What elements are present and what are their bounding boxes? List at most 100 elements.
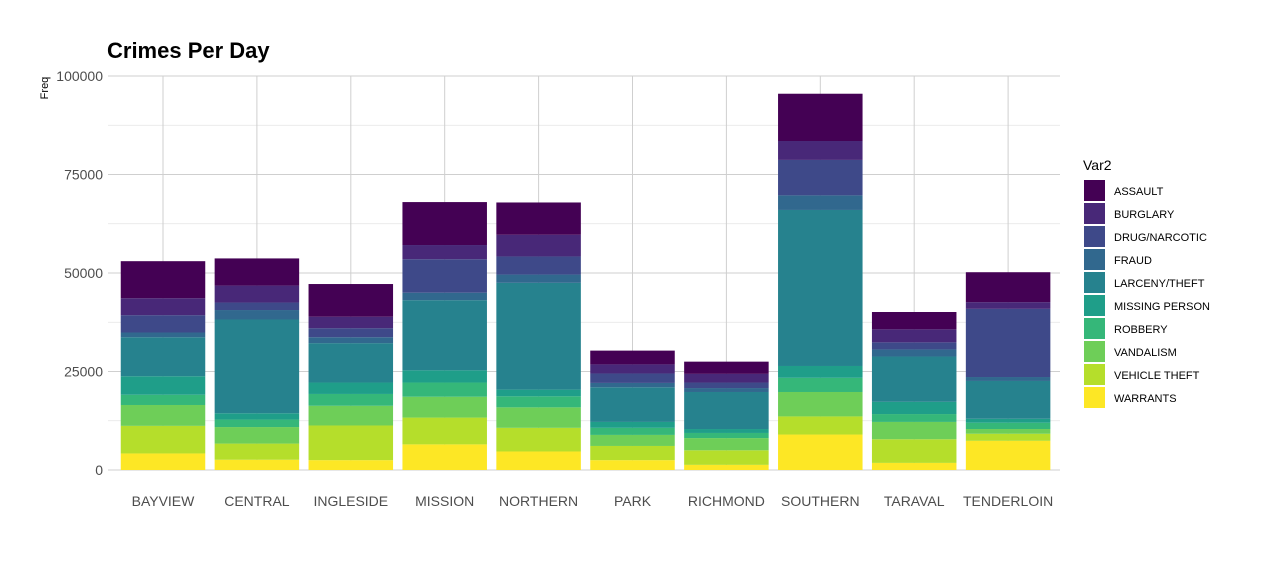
- bar-segment: [965, 308, 1051, 378]
- bar-segment: [120, 261, 206, 299]
- bar-segment: [590, 387, 675, 422]
- bar-segment: [402, 300, 487, 371]
- bar-segment: [496, 282, 581, 390]
- bar-segment: [871, 349, 957, 357]
- bar-segment: [590, 350, 675, 365]
- chart-title: Crimes Per Day: [107, 38, 270, 63]
- y-axis-label: Freq: [39, 77, 51, 100]
- x-tick-label: NORTHERN: [499, 493, 578, 509]
- bar-segment: [590, 460, 675, 470]
- legend-swatch: [1084, 341, 1105, 362]
- bar-segment: [214, 258, 300, 286]
- bar-segment: [590, 373, 675, 383]
- bar-segment: [402, 444, 487, 470]
- legend-item: ASSAULT: [1084, 180, 1164, 201]
- bar-segment: [496, 234, 581, 257]
- bar-segment: [778, 209, 863, 366]
- legend-label: BURGLARY: [1114, 209, 1175, 221]
- bar-segment: [590, 434, 675, 446]
- y-tick-label: 0: [95, 462, 103, 478]
- bar-segment: [496, 202, 581, 235]
- bar-segment: [965, 302, 1051, 309]
- bar-segment: [120, 315, 206, 333]
- legend-label: VANDALISM: [1114, 347, 1177, 359]
- bar-segment: [778, 195, 863, 210]
- legend-swatch: [1084, 203, 1105, 224]
- bar-segment: [496, 451, 581, 470]
- bar-segment: [120, 332, 206, 338]
- y-tick-label: 25000: [64, 364, 103, 380]
- bar-segment: [402, 396, 487, 418]
- bar-segment: [684, 388, 769, 392]
- legend-item: DRUG/NARCOTIC: [1084, 226, 1207, 247]
- legend-item: LARCENY/THEFT: [1084, 272, 1205, 293]
- bar-segment: [308, 343, 394, 383]
- bar-segment: [120, 425, 206, 454]
- bar-segment: [120, 404, 206, 426]
- bar-segment: [684, 373, 769, 383]
- x-tick-label: PARK: [614, 493, 652, 509]
- bar-segment: [308, 284, 394, 317]
- bar-segment: [214, 319, 300, 414]
- legend-swatch: [1084, 295, 1105, 316]
- bar-segment: [684, 432, 769, 439]
- bar-segment: [308, 382, 394, 394]
- legend-item: WARRANTS: [1084, 387, 1177, 408]
- bar-segment: [778, 141, 863, 160]
- legend-label: ASSAULT: [1114, 186, 1164, 198]
- bar-segment: [590, 382, 675, 388]
- bar-segment: [684, 361, 769, 374]
- y-axis-ticks: 0 25000 50000 75000 100000: [56, 68, 103, 478]
- bar-segment: [778, 416, 863, 435]
- bar-segment: [778, 377, 863, 392]
- bar-stack-tenderloin: [965, 272, 1051, 470]
- legend-label: WARRANTS: [1114, 393, 1177, 405]
- bar-segment: [778, 159, 863, 196]
- bar-segment: [214, 285, 300, 303]
- bar-segment: [308, 405, 394, 426]
- bar-segment: [496, 256, 581, 275]
- legend-item: VANDALISM: [1084, 341, 1177, 362]
- bar-segment: [871, 312, 957, 330]
- bars: [120, 93, 1051, 470]
- bar-segment: [214, 302, 300, 311]
- bar-segment: [684, 450, 769, 465]
- bar-segment: [871, 329, 957, 343]
- bar-segment: [308, 316, 394, 329]
- bar-segment: [778, 391, 863, 417]
- bar-segment: [778, 434, 863, 470]
- bar-stack-bayview: [120, 261, 206, 470]
- bar-segment: [871, 462, 957, 470]
- bar-segment: [590, 427, 675, 435]
- bar-segment: [965, 422, 1051, 430]
- y-tick-label: 100000: [56, 68, 103, 84]
- bar-segment: [965, 433, 1051, 441]
- legend-swatch: [1084, 180, 1105, 201]
- legend-label: MISSING PERSON: [1114, 301, 1210, 313]
- bar-segment: [778, 93, 863, 142]
- legend-swatch: [1084, 226, 1105, 247]
- bar-segment: [120, 453, 206, 470]
- bar-segment: [684, 382, 769, 389]
- legend-swatch: [1084, 249, 1105, 270]
- x-tick-label: RICHMOND: [688, 493, 765, 509]
- legend-label: LARCENY/THEFT: [1114, 278, 1205, 290]
- bar-segment: [684, 391, 769, 430]
- bar-segment: [402, 245, 487, 260]
- bar-segment: [965, 418, 1051, 423]
- legend-label: ROBBERY: [1114, 324, 1168, 336]
- x-tick-label: CENTRAL: [224, 493, 290, 509]
- bar-segment: [402, 202, 487, 246]
- bar-stack-park: [590, 350, 675, 470]
- bar-segment: [871, 401, 957, 415]
- x-tick-label: INGLESIDE: [313, 493, 388, 509]
- bar-segment: [871, 414, 957, 422]
- legend-label: VEHICLE THEFT: [1114, 370, 1200, 382]
- legend-label: DRUG/NARCOTIC: [1114, 232, 1207, 244]
- bar-segment: [684, 464, 769, 470]
- bar-segment: [871, 421, 957, 440]
- bar-segment: [590, 421, 675, 428]
- bar-segment: [778, 365, 863, 378]
- x-axis-ticks: BAYVIEW CENTRAL INGLESIDE MISSION NORTHERN PA…: [132, 493, 1054, 509]
